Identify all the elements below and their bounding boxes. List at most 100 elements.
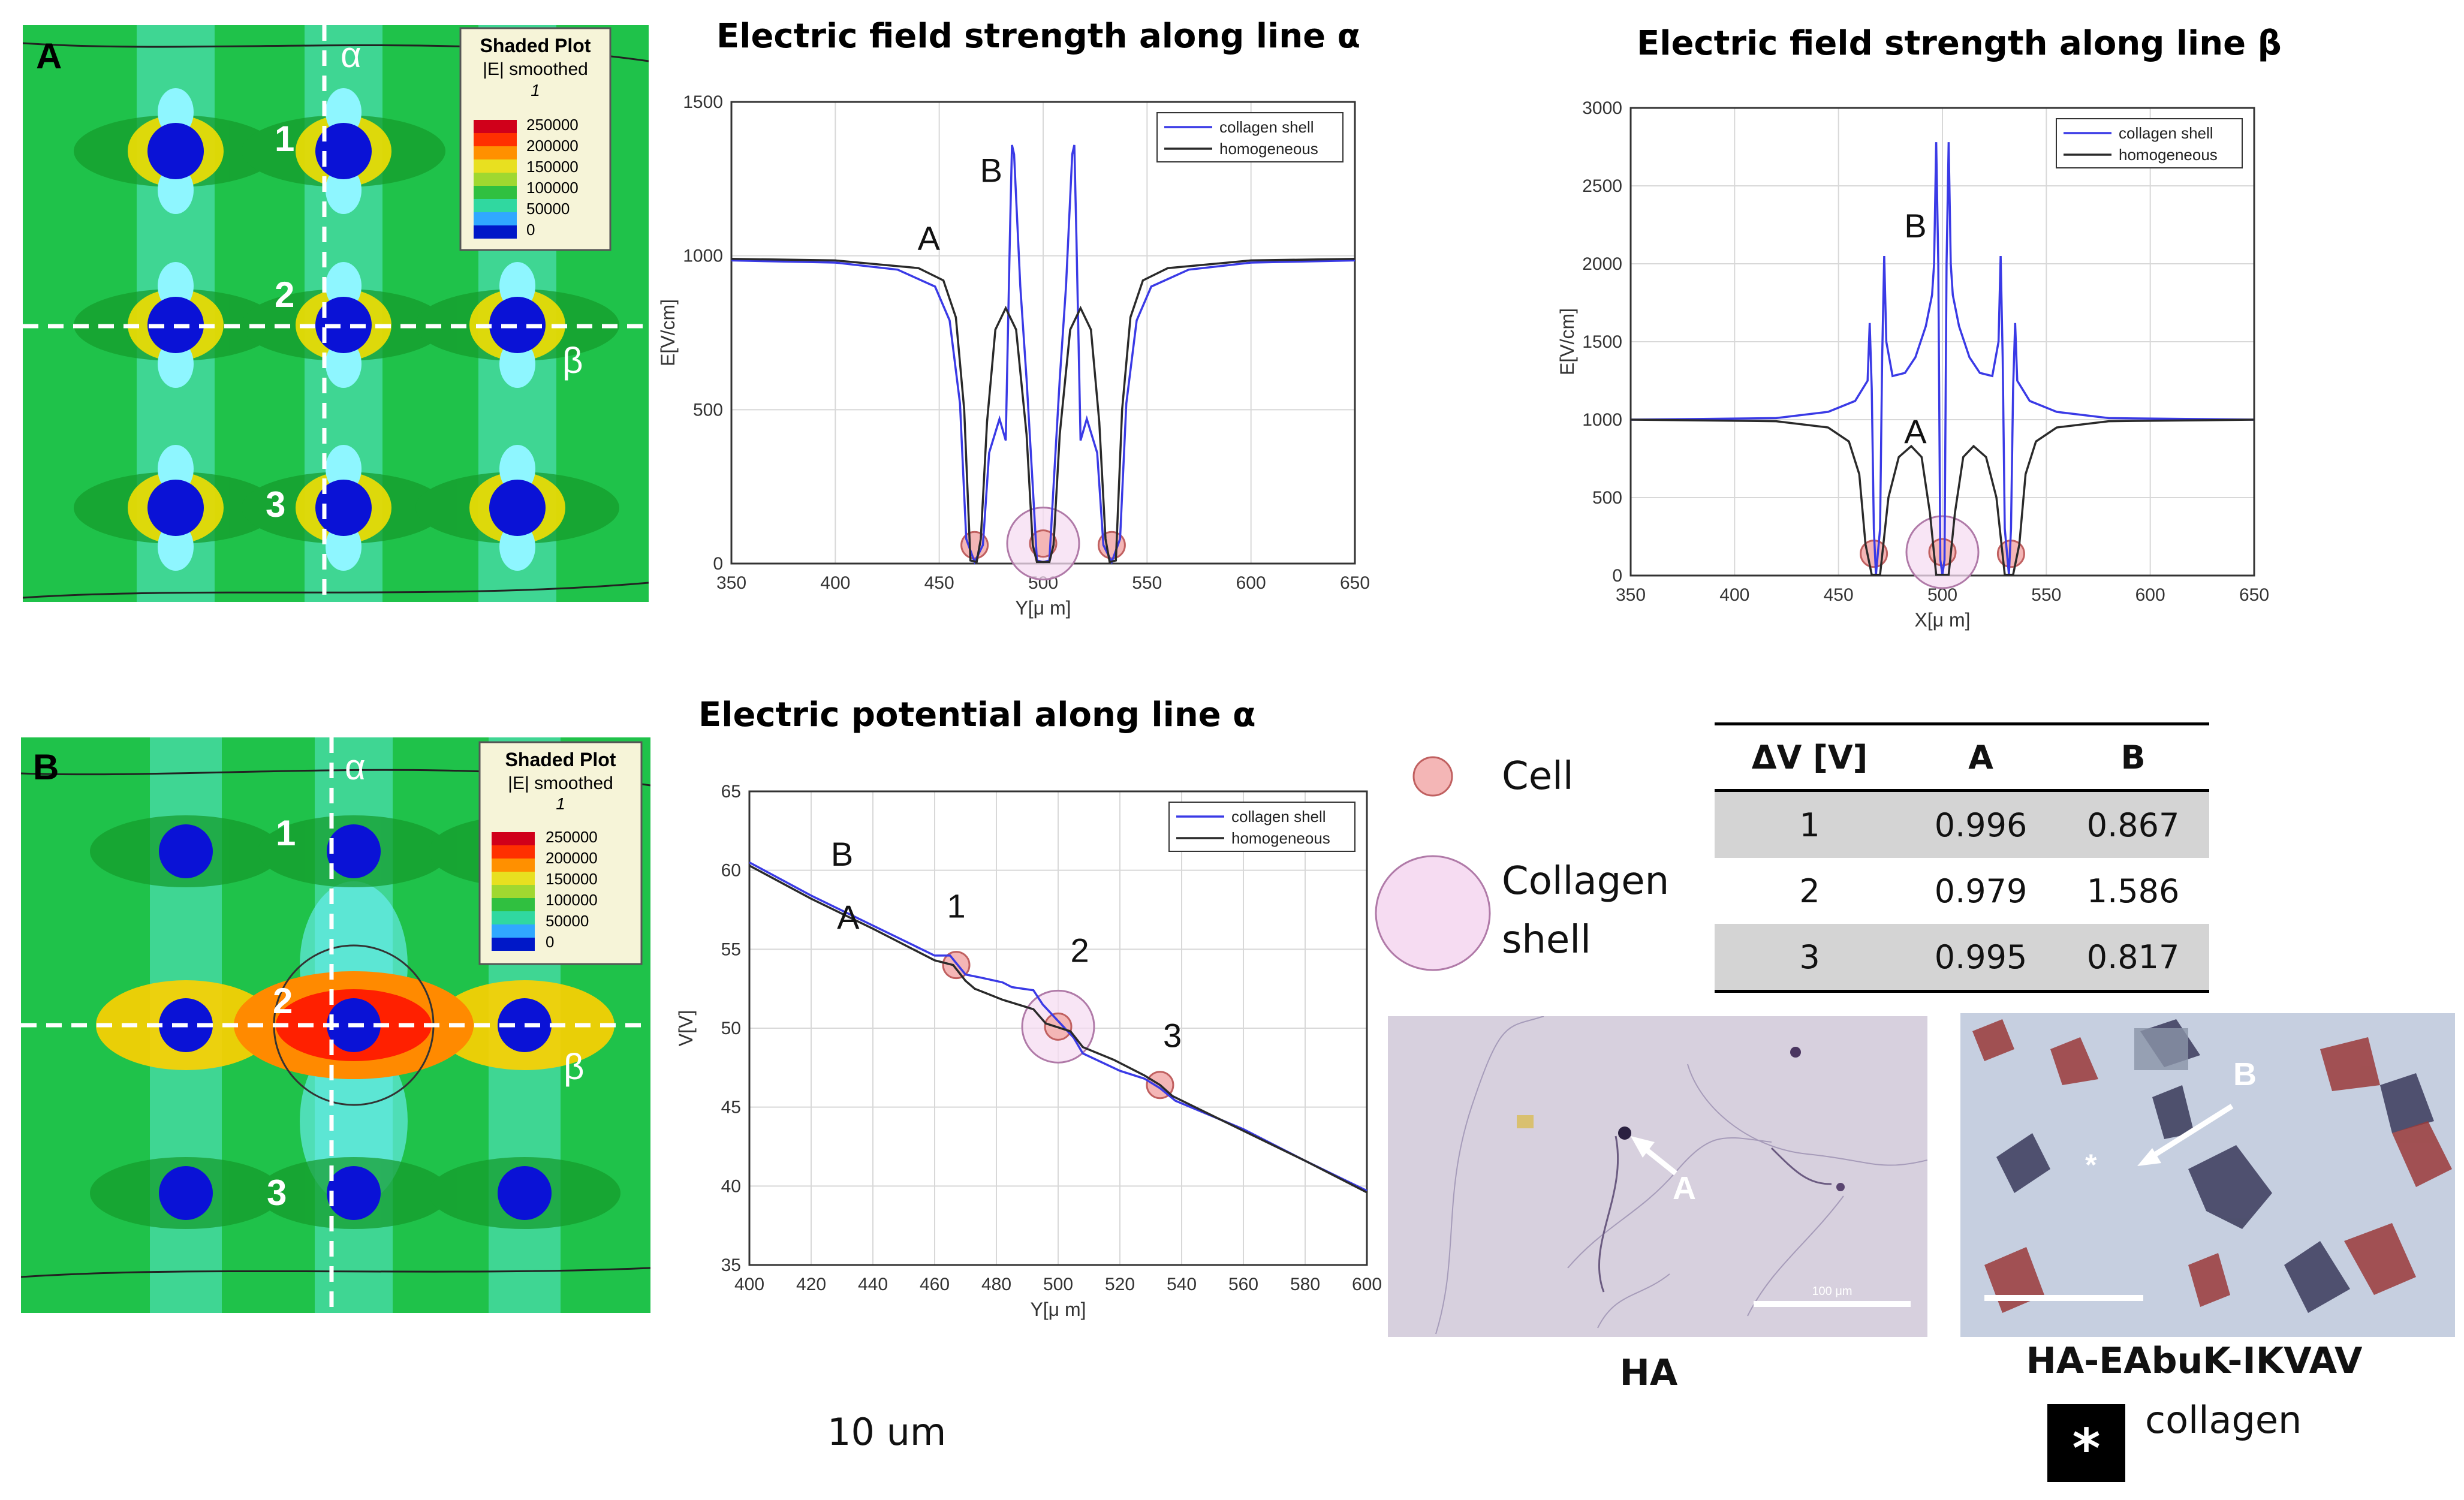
y-tick-label: 50	[721, 1019, 741, 1038]
ha-scale-text: 100 μm	[1812, 1285, 1852, 1298]
cell-legend-icon	[1412, 756, 1453, 797]
cell-label-2a: 2	[275, 275, 294, 315]
chart-title-beta-field: Electric field strength along line β	[1637, 24, 2282, 63]
y-tick-label: 3000	[1582, 98, 1622, 118]
chart-title-alpha-field: Electric field strength along line α	[716, 17, 1361, 56]
x-axis-label: X[μ m]	[1914, 609, 1970, 631]
cells-a	[147, 123, 546, 536]
y-axis-label: E[V/cm]	[1556, 308, 1578, 375]
chart-title-alpha-potential: Electric potential along line α	[698, 695, 1256, 734]
x-tick-label: 600	[2135, 585, 2165, 605]
x-axis-label: Y[μ m]	[1015, 597, 1071, 619]
y-tick-label: 1500	[1582, 332, 1622, 352]
alpha-label-a: α	[341, 35, 362, 75]
annotation: B	[980, 151, 1002, 189]
sim-panel-b: B α β 1 2 3 Shaded Plot |E| smoothed 1 2…	[21, 737, 650, 1313]
cell-label-3b: 3	[267, 1173, 287, 1213]
table-header: A	[1905, 722, 2058, 792]
y-tick-label: 0	[713, 554, 723, 574]
y-tick-label: 40	[721, 1176, 741, 1196]
svg-text:200000: 200000	[526, 137, 579, 155]
svg-text:1: 1	[556, 794, 565, 813]
series-homogeneous	[1630, 418, 2255, 576]
ha-arrow-label: A	[1673, 1170, 1696, 1206]
shell-legend-label-2: shell	[1502, 918, 1591, 962]
svg-text:250000: 250000	[546, 828, 598, 846]
cell-label-2b: 2	[273, 981, 293, 1021]
annotation: A	[837, 898, 860, 936]
y-tick-label: 500	[1592, 488, 1622, 508]
svg-text:150000: 150000	[526, 158, 579, 176]
x-tick-label: 560	[1228, 1275, 1258, 1294]
table-header: ΔV [V]	[1715, 722, 1905, 792]
cell-label-1b: 1	[276, 813, 296, 853]
table-row: 1 0.996 0.867	[1715, 790, 2209, 858]
x-tick-label: 460	[920, 1275, 950, 1294]
x-tick-label: 500	[1043, 1275, 1073, 1294]
ikvav-arrow-label: B	[2233, 1056, 2257, 1092]
x-tick-label: 420	[796, 1275, 826, 1294]
ikvav-micrograph: B *	[1960, 1013, 2455, 1337]
chart-alpha-potential: 400 420 440 460 480 500 520 540 560 580 600 35 40 45 5…	[675, 782, 1382, 1320]
cell-label-3a: 3	[266, 484, 285, 525]
shaded-legend-b: Shaded Plot |E| smoothed 1 250000 200000…	[478, 741, 643, 965]
legend-entry: homogeneous	[1231, 829, 1330, 847]
x-tick-label: 600	[1352, 1275, 1382, 1294]
alpha-label-b: α	[345, 747, 366, 787]
svg-text:0: 0	[546, 933, 554, 951]
svg-text:100000: 100000	[526, 179, 579, 197]
marker-legend-icons	[1375, 756, 1491, 971]
svg-text:1: 1	[531, 81, 540, 100]
panel-letter-b: B	[33, 747, 59, 787]
x-tick-label: 650	[1340, 573, 1370, 593]
y-axis-label: V[V]	[675, 1010, 697, 1046]
cell-label-1a: 1	[275, 119, 294, 159]
legend-entry: homogeneous	[1219, 140, 1318, 158]
y-tick-label: 1000	[1582, 410, 1622, 430]
plot-frame	[748, 790, 1368, 1266]
shaded-legend-a: Shaded Plot |E| smoothed 1 250000 200000…	[459, 27, 612, 251]
annotation: B	[1904, 207, 1926, 245]
legend-entry: collagen shell	[1231, 808, 1326, 826]
legend-box	[1168, 802, 1355, 852]
y-tick-label: 2500	[1582, 176, 1622, 196]
annotation: A	[1904, 412, 1927, 450]
y-tick-label: 65	[721, 782, 741, 802]
ikvav-caption: HA-EAbuK-IKVAV	[2026, 1340, 2363, 1382]
svg-text:50000: 50000	[546, 912, 589, 930]
delta-v-table: ΔV [V] A B 1 0.996 0.867 2 0.979 1.586 3 0.99…	[1715, 722, 2209, 993]
shell-legend-label-1: Collagen	[1502, 859, 1670, 903]
x-tick-label: 450	[924, 573, 954, 593]
svg-text:200000: 200000	[546, 849, 598, 867]
table-row: 3 0.995 0.817	[1715, 924, 2209, 993]
ha-scale-bar	[1754, 1301, 1911, 1307]
cell-marker	[1928, 538, 1957, 567]
x-tick-label: 650	[2239, 585, 2269, 605]
panel-letter-a: A	[36, 36, 62, 76]
y-tick-label: 500	[693, 400, 723, 420]
legend-entry: homogeneous	[2119, 146, 2218, 164]
svg-text:150000: 150000	[546, 870, 598, 888]
y-tick-label: 2000	[1582, 254, 1622, 274]
ikvav-asterisk: *	[2085, 1148, 2097, 1182]
y-tick-label: 1500	[683, 92, 723, 112]
svg-text:|E| smoothed: |E| smoothed	[483, 59, 588, 79]
legend-box	[2056, 118, 2243, 168]
svg-text:250000: 250000	[526, 116, 579, 134]
annotation: 3	[1163, 1017, 1182, 1055]
x-tick-label: 550	[2031, 585, 2061, 605]
series-homogeneous	[731, 258, 1355, 564]
annotation: B	[831, 835, 853, 873]
asterisk-legend-text: collagen	[2145, 1398, 2302, 1442]
y-axis-label: E[V/cm]	[657, 299, 679, 366]
beta-label-b: β	[564, 1047, 585, 1087]
y-tick-label: 45	[721, 1098, 741, 1118]
legend-box	[1156, 112, 1344, 162]
asterisk-legend-box: *	[2047, 1404, 2125, 1482]
x-tick-label: 480	[981, 1275, 1011, 1294]
ha-micrograph: A 100 μm	[1388, 1016, 1927, 1337]
shell-legend-icon	[1375, 855, 1491, 971]
x-tick-label: 440	[858, 1275, 888, 1294]
table-row: 2 0.979 1.586	[1799, 872, 2180, 910]
x-tick-label: 450	[1824, 585, 1854, 605]
